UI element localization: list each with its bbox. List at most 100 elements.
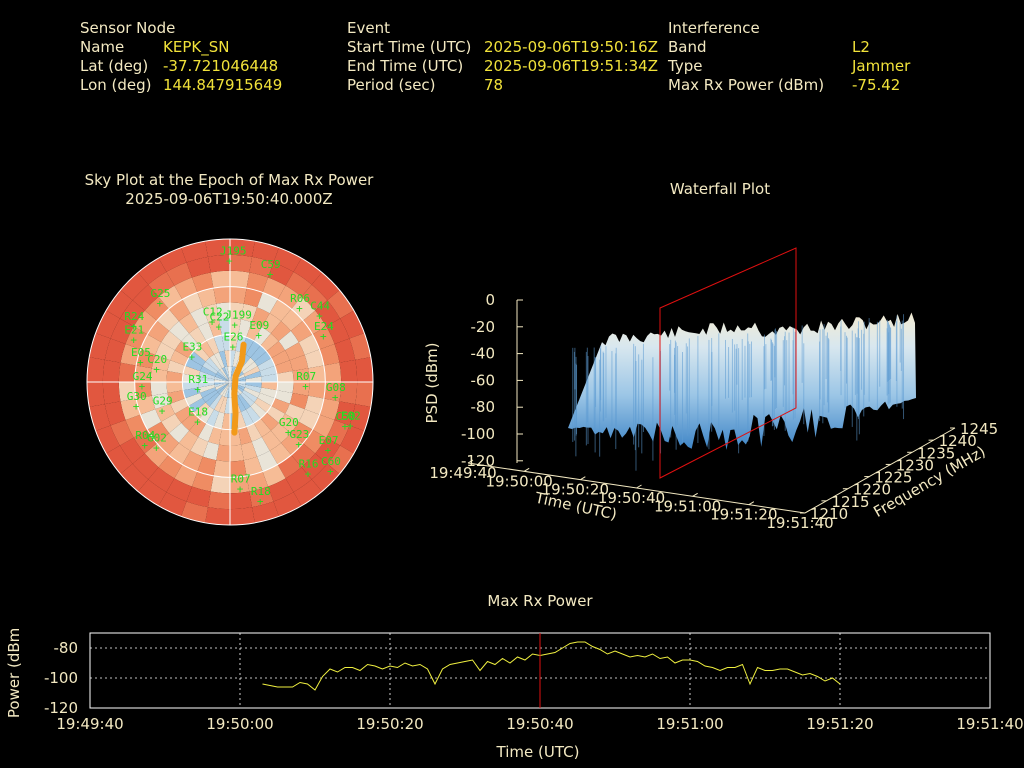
sky-cell bbox=[169, 321, 190, 342]
sky-cell bbox=[298, 409, 320, 430]
sky-cell bbox=[271, 398, 290, 414]
sky-cell bbox=[205, 507, 230, 525]
event-period-label: Period (sec) bbox=[347, 76, 436, 94]
sky-cell bbox=[349, 404, 371, 431]
sky-cell bbox=[202, 361, 218, 375]
sky-cell bbox=[246, 272, 269, 293]
interference-header: Interference bbox=[668, 19, 760, 37]
sky-cell bbox=[134, 382, 152, 399]
sky-cell bbox=[206, 337, 220, 355]
satellite-marker: + bbox=[159, 404, 166, 417]
sky-cell bbox=[221, 413, 230, 430]
wf-freq-tick-label: 1240 bbox=[939, 432, 977, 450]
satellite-marker: + bbox=[327, 465, 334, 478]
sky-cell bbox=[169, 422, 190, 443]
sky-cell bbox=[158, 492, 187, 517]
satellite-label: R31 bbox=[188, 373, 208, 386]
sky-cell bbox=[289, 354, 309, 371]
sky-cell bbox=[104, 401, 126, 426]
satellite-marker: + bbox=[285, 426, 292, 439]
satellite-label: C12 bbox=[203, 306, 223, 319]
sky-cell bbox=[334, 401, 356, 426]
sky-cell bbox=[174, 277, 198, 300]
sky-cell bbox=[155, 403, 175, 422]
sky-cell bbox=[183, 365, 201, 377]
sky-cell bbox=[246, 471, 269, 492]
satellite-label: G30 bbox=[127, 390, 147, 403]
sky-cell bbox=[120, 272, 149, 301]
sky-cell bbox=[224, 366, 230, 382]
sky-cell bbox=[257, 358, 275, 372]
sky-cell bbox=[243, 456, 263, 476]
sky-cell bbox=[207, 491, 230, 510]
sky-cell bbox=[156, 433, 179, 456]
sky-cell bbox=[188, 397, 206, 413]
sky-cell bbox=[214, 376, 230, 382]
sky-cell bbox=[209, 394, 223, 410]
sky-cell bbox=[106, 290, 133, 319]
sky-cell bbox=[259, 387, 277, 399]
sky-cell bbox=[289, 393, 309, 410]
interference-band-value: L2 bbox=[852, 38, 870, 56]
sky-cell bbox=[208, 426, 222, 445]
sky-cell bbox=[210, 475, 230, 494]
sky-cell bbox=[266, 405, 286, 423]
sky-cell bbox=[104, 338, 126, 363]
sky-cell bbox=[257, 392, 275, 406]
sky-cell bbox=[241, 303, 258, 323]
sky-cell bbox=[102, 359, 121, 382]
sky-cell bbox=[243, 387, 260, 398]
satellite-label: R06 bbox=[290, 292, 310, 305]
sky-cell bbox=[293, 258, 322, 285]
sky-cell bbox=[189, 326, 207, 346]
sky-cell bbox=[182, 373, 199, 382]
interference-power-label: Max Rx Power (dBm) bbox=[668, 76, 825, 94]
satellite-label: C60 bbox=[321, 455, 341, 468]
maxrx-x-tick-label: 19:50:40 bbox=[506, 715, 573, 733]
satellite-label: G23 bbox=[289, 428, 309, 441]
sky-cell bbox=[87, 357, 105, 382]
sky-cell bbox=[245, 376, 262, 382]
sky-cell bbox=[301, 453, 328, 480]
sky-cell bbox=[246, 322, 262, 341]
sky-cell bbox=[202, 303, 219, 323]
sky-cell bbox=[268, 262, 294, 286]
sky-cell bbox=[181, 333, 200, 352]
sky-cell bbox=[254, 397, 272, 413]
sky-cell bbox=[87, 382, 105, 407]
sky-cell bbox=[189, 418, 207, 438]
maxrx-x-tick-label: 19:51:40 bbox=[956, 715, 1023, 733]
satellite-marker: + bbox=[320, 330, 327, 343]
satellite-label: G25 bbox=[151, 287, 171, 300]
sky-cell bbox=[252, 241, 279, 263]
sky-cell bbox=[191, 272, 214, 293]
sky-cell bbox=[260, 333, 279, 352]
sky-cell bbox=[292, 382, 310, 396]
sky-cell bbox=[278, 413, 299, 434]
sky-cell bbox=[106, 445, 133, 474]
satellite-marker: + bbox=[302, 380, 309, 393]
sky-cell bbox=[216, 444, 230, 462]
sensor-lat-label: Lat (deg) bbox=[80, 57, 149, 75]
sky-cell bbox=[118, 362, 137, 382]
sky-cell bbox=[221, 334, 230, 351]
sky-cell bbox=[197, 288, 217, 308]
sky-cell bbox=[170, 398, 189, 414]
sky-cell bbox=[230, 270, 250, 289]
sky-cell bbox=[185, 358, 203, 372]
sky-cell bbox=[198, 371, 216, 380]
satellite-label: R04 bbox=[135, 429, 155, 442]
maxrx-series-line bbox=[262, 641, 841, 691]
sky-cell bbox=[230, 334, 239, 351]
sky-cell bbox=[219, 368, 230, 382]
satellite-marker: + bbox=[137, 356, 144, 369]
sky-cell bbox=[326, 318, 350, 344]
sky-cell bbox=[261, 430, 282, 451]
sky-cell bbox=[230, 475, 250, 494]
sky-cell bbox=[355, 357, 373, 382]
wf-z-tick-label: -80 bbox=[471, 398, 496, 416]
sky-cell bbox=[301, 284, 328, 311]
sensor-header: Sensor Node bbox=[80, 19, 176, 37]
sky-cell bbox=[197, 456, 217, 476]
sky-cell bbox=[312, 414, 335, 438]
